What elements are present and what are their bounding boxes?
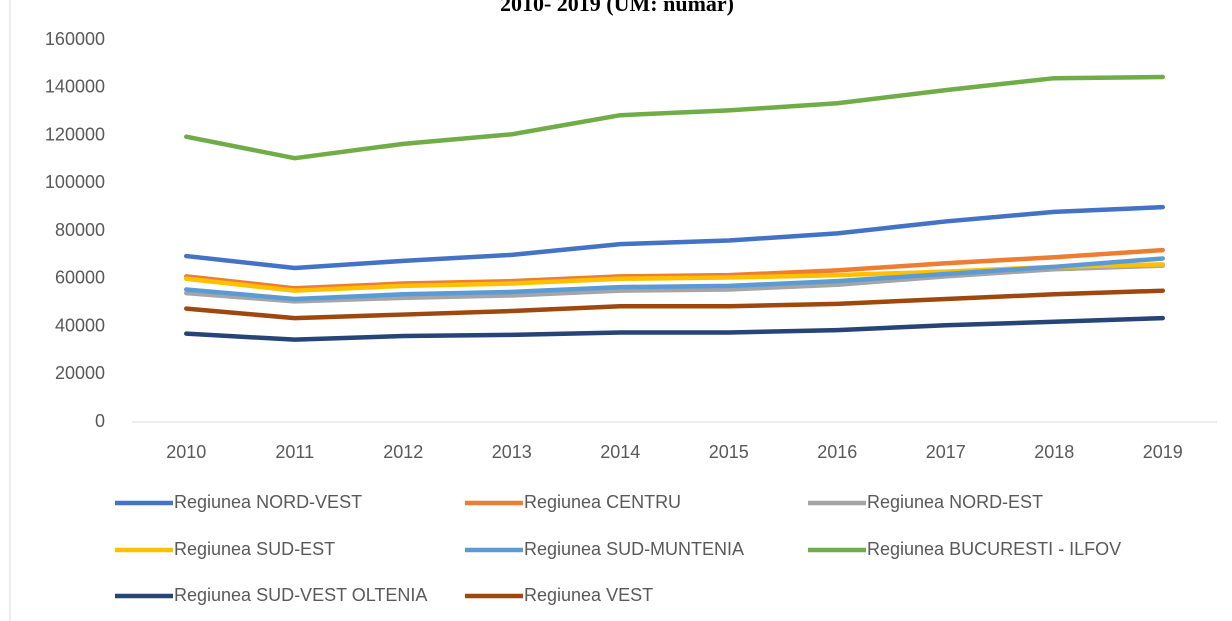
y-tick-label: 160000 — [45, 29, 105, 49]
legend-label: Regiunea BUCURESTI - ILFOV — [867, 539, 1121, 559]
legend-label: Regiunea NORD-VEST — [174, 492, 362, 512]
x-tick-label: 2015 — [709, 442, 749, 462]
y-tick-label: 140000 — [45, 77, 105, 97]
x-tick-label: 2010 — [166, 442, 206, 462]
y-tick-label: 60000 — [55, 268, 105, 288]
x-tick-label: 2013 — [492, 442, 532, 462]
legend-label: Regiunea VEST — [524, 585, 653, 605]
legend-label: Regiunea SUD-MUNTENIA — [524, 539, 744, 559]
x-tick-label: 2014 — [600, 442, 640, 462]
chart-title: 2010- 2019 (UM: numar) — [500, 0, 734, 16]
legend-label: Regiunea NORD-EST — [867, 492, 1043, 512]
series-line — [184, 204, 1165, 271]
series-line — [184, 256, 1165, 302]
x-tick-label: 2012 — [383, 442, 423, 462]
y-tick-label: 20000 — [55, 363, 105, 383]
x-tick-label: 2016 — [817, 442, 857, 462]
y-tick-label: 100000 — [45, 172, 105, 192]
series-line — [184, 315, 1165, 342]
y-tick-label: 80000 — [55, 220, 105, 240]
y-tick-label: 40000 — [55, 315, 105, 335]
y-tick-label: 120000 — [45, 124, 105, 144]
series-line — [184, 288, 1165, 321]
x-tick-label: 2017 — [926, 442, 966, 462]
x-tick-label: 2019 — [1143, 442, 1183, 462]
series-line — [184, 74, 1165, 161]
y-tick-label: 0 — [95, 411, 105, 431]
legend-label: Regiunea SUD-VEST OLTENIA — [174, 585, 427, 605]
series-line — [184, 263, 1165, 304]
series-line — [184, 247, 1165, 291]
legend-label: Regiunea CENTRU — [524, 492, 681, 512]
x-tick-label: 2011 — [275, 442, 314, 462]
legend-label: Regiunea SUD-EST — [174, 539, 335, 559]
x-tick-label: 2018 — [1034, 442, 1074, 462]
